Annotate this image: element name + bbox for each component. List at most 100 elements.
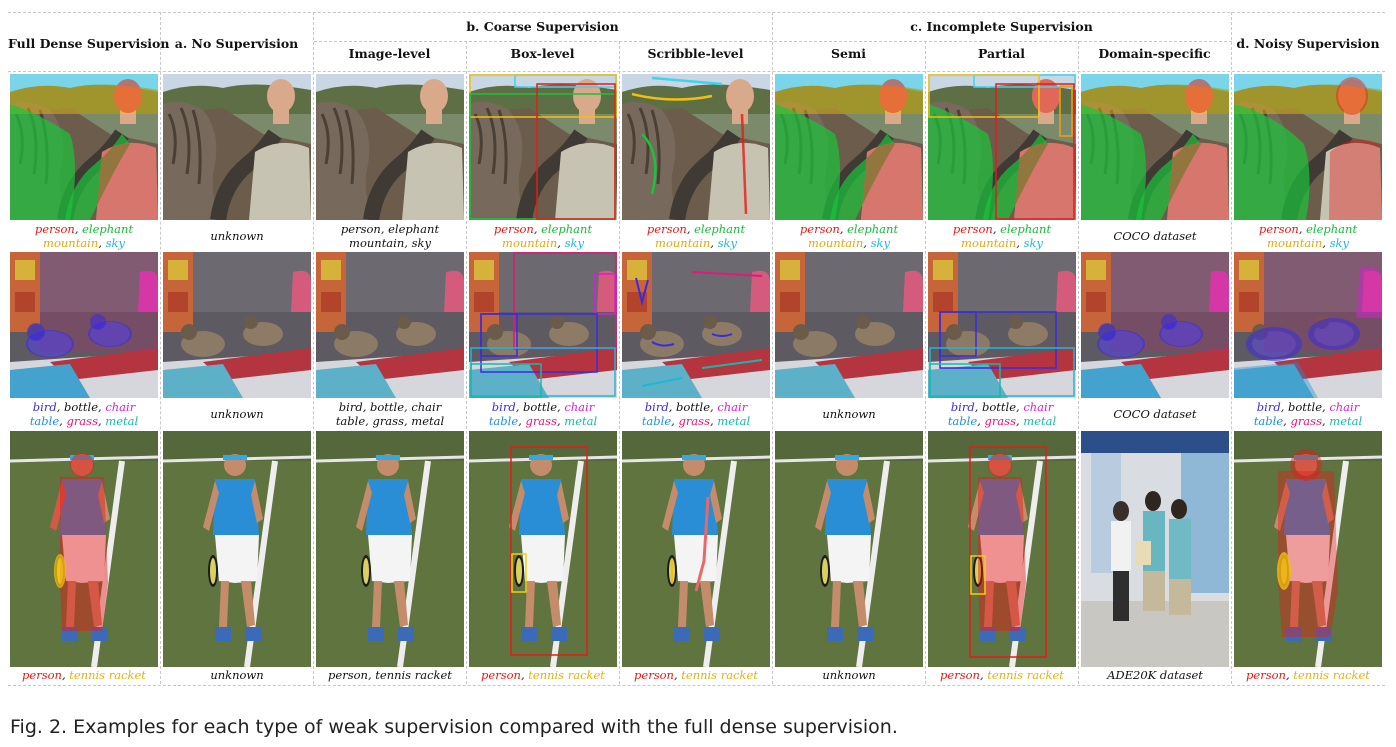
label-person: person — [646, 222, 687, 236]
caption-r1-full: person, elephant mountain, sky — [34, 222, 134, 250]
caption-r1-image-level: person, elephant mountain, sky — [340, 222, 440, 250]
caption-r2-noisy: bird, bottle, chair table, grass, metal — [1253, 400, 1363, 428]
image-tennis-player — [775, 431, 923, 667]
image-tennis-player — [10, 431, 158, 667]
label-sky: sky — [717, 236, 737, 250]
image-birds — [469, 252, 617, 398]
label-person: person — [952, 222, 993, 236]
image-person-elephant — [316, 74, 464, 220]
label-tennis-racket: tennis racket — [987, 668, 1064, 682]
image-tennis-player — [316, 431, 464, 667]
header-image-level: Image-level — [348, 46, 431, 61]
label-sky: sky — [411, 236, 431, 250]
label-grass: grass — [984, 414, 1016, 428]
col-sep — [1231, 12, 1232, 684]
label-table: table — [641, 414, 672, 428]
caption-r2-none: unknown — [210, 407, 264, 421]
image-tennis-player — [1234, 431, 1382, 667]
label-chair: chair — [564, 400, 595, 414]
image-birds — [316, 252, 464, 398]
header-divider — [314, 41, 1232, 42]
caption-r1-box-level: person, elephant mountain, sky — [493, 222, 593, 250]
label-bird: bird — [1256, 400, 1281, 414]
image-birds — [1081, 252, 1229, 398]
caption-r2-domain: COCO dataset — [1113, 407, 1197, 421]
label-metal: metal — [564, 414, 598, 428]
label-grass: grass — [678, 414, 710, 428]
caption-r3-scribble-level: person, tennis racket — [634, 668, 758, 682]
label-grass: grass — [66, 414, 98, 428]
header-incomplete: c. Incomplete Supervision — [910, 19, 1093, 34]
col-sep — [619, 41, 620, 684]
label-bird: bird — [32, 400, 57, 414]
image-person-elephant — [163, 74, 311, 220]
label-tennis-racket: tennis racket — [1293, 668, 1370, 682]
label-person: person — [940, 668, 980, 682]
header-full: Full Dense Supervision — [8, 36, 170, 51]
caption-r2-partial: bird, bottle, chair table, grass, metal — [947, 400, 1057, 428]
image-person-elephant — [622, 74, 770, 220]
image-person-elephant — [775, 74, 923, 220]
label-bottle: bottle — [523, 400, 558, 414]
label-elephant: elephant — [1000, 222, 1052, 236]
label-chair: chair — [1023, 400, 1054, 414]
header-noisy: d. Noisy Supervision — [1236, 36, 1380, 51]
label-chair: chair — [1329, 400, 1360, 414]
label-elephant: elephant — [847, 222, 899, 236]
col-sep — [925, 41, 926, 684]
label-table: table — [488, 414, 519, 428]
caption-r3-partial: person, tennis racket — [940, 668, 1064, 682]
label-mountain: mountain — [502, 236, 558, 250]
label-metal: metal — [411, 414, 445, 428]
label-table: table — [1253, 414, 1284, 428]
label-person: person — [340, 222, 381, 236]
label-bird: bird — [338, 400, 363, 414]
label-person: person — [34, 222, 75, 236]
caption-r2-semi: unknown — [822, 407, 876, 421]
col-sep — [160, 12, 161, 684]
image-tennis-player — [622, 431, 770, 667]
label-sky: sky — [1023, 236, 1043, 250]
caption-r3-none: unknown — [210, 668, 264, 682]
label-tennis-racket: tennis racket — [681, 668, 758, 682]
caption-r3-noisy: person, tennis racket — [1246, 668, 1370, 682]
caption-r1-noisy: person, elephant mountain, sky — [1258, 222, 1358, 250]
header-box-level: Box-level — [510, 46, 575, 61]
label-sky: sky — [870, 236, 890, 250]
label-person: person — [493, 222, 534, 236]
image-birds — [10, 252, 158, 398]
label-person: person — [1258, 222, 1299, 236]
label-table: table — [335, 414, 366, 428]
figure-grid — [8, 12, 1385, 686]
image-person-elephant — [469, 74, 617, 220]
caption-r1-none: unknown — [210, 229, 264, 243]
label-mountain: mountain — [808, 236, 864, 250]
caption-r2-box-level: bird, bottle, chair table, grass, metal — [488, 400, 598, 428]
header-domain: Domain-specific — [1098, 46, 1211, 61]
header-none: a. No Supervision — [174, 36, 299, 51]
caption-r3-image-level: person, tennis racket — [328, 668, 452, 682]
label-elephant: elephant — [388, 222, 440, 236]
label-elephant: elephant — [82, 222, 134, 236]
label-person: person — [1246, 668, 1286, 682]
caption-r2-full: bird, bottle, chair table, grass, metal — [29, 400, 139, 428]
figure-caption: Fig. 2. Examples for each type of weak s… — [10, 716, 898, 738]
header-scribble-level: Scribble-level — [647, 46, 744, 61]
col-sep — [772, 12, 773, 684]
image-tennis-player — [469, 431, 617, 667]
label-sky: sky — [105, 236, 125, 250]
label-elephant: elephant — [694, 222, 746, 236]
image-birds — [928, 252, 1076, 398]
image-birds — [622, 252, 770, 398]
label-elephant: elephant — [1306, 222, 1358, 236]
col-sep — [313, 12, 314, 684]
label-person: person — [22, 668, 62, 682]
col-sep — [466, 41, 467, 684]
caption-r1-scribble-level: person, elephant mountain, sky — [646, 222, 746, 250]
image-tennis-player — [928, 431, 1076, 667]
header-partial: Partial — [977, 46, 1026, 61]
image-person-elephant — [1234, 74, 1382, 220]
label-bottle: bottle — [1288, 400, 1323, 414]
label-mountain: mountain — [1267, 236, 1323, 250]
label-grass: grass — [525, 414, 557, 428]
